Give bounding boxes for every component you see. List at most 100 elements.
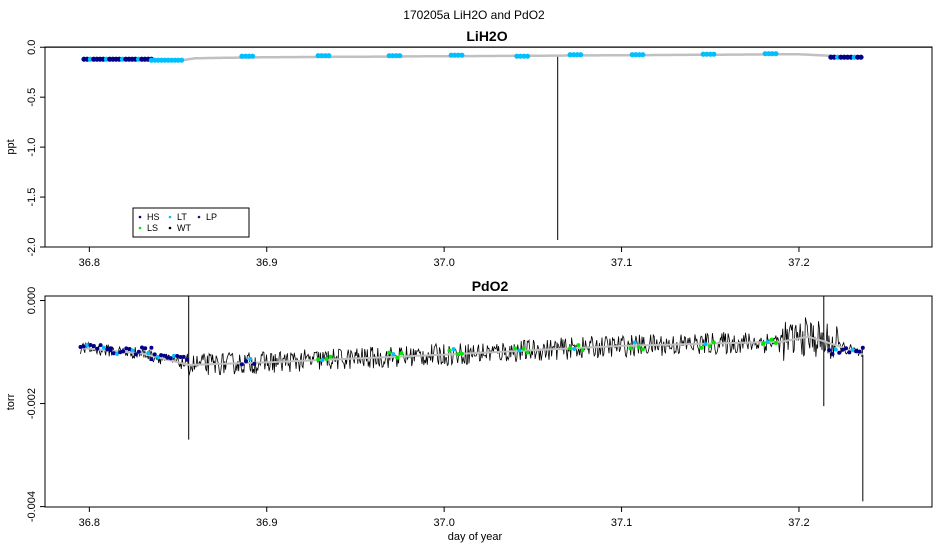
pdo2-x-tick-label-4: 37.2 bbox=[788, 517, 809, 529]
lih2o-calibration-0 bbox=[81, 56, 154, 62]
pdo2-cal-point bbox=[857, 349, 862, 354]
pdo2-x-tick-label-3: 37.1 bbox=[611, 517, 632, 529]
lih2o-ylabel: ppt bbox=[5, 139, 17, 154]
lih2o-cal-point bbox=[250, 53, 256, 59]
pdo2-cal-point bbox=[761, 341, 766, 346]
pdo2-cal-point bbox=[830, 352, 835, 356]
pdo2-calibration-7 bbox=[513, 346, 530, 355]
lih2o-cal-point bbox=[326, 53, 332, 59]
pdo2-cal-point bbox=[572, 347, 577, 351]
pdo2-cal-point bbox=[143, 346, 148, 351]
pdo2-cal-point bbox=[576, 343, 581, 348]
lih2o-cal-point bbox=[773, 51, 779, 57]
pdo2-cal-point bbox=[833, 347, 838, 352]
pdo2-calibration-2 bbox=[149, 352, 189, 362]
lih2o-cal-point bbox=[769, 51, 775, 57]
pdo2-cal-point bbox=[854, 349, 859, 354]
lih2o-calibration-10 bbox=[762, 51, 779, 57]
pdo2-x-tick-label-0: 36.8 bbox=[79, 517, 100, 529]
lih2o-cal-point bbox=[455, 52, 461, 58]
lih2o-calibration-2 bbox=[239, 53, 256, 59]
pdo2-calibration-9 bbox=[628, 340, 645, 352]
lih2o-calibration-4 bbox=[386, 53, 403, 59]
lih2o-cal-point bbox=[390, 53, 396, 59]
pdo2-calibration-11 bbox=[761, 337, 778, 346]
pdo2-cal-point bbox=[399, 351, 404, 356]
pdo2-cal-point bbox=[844, 346, 848, 351]
lih2o-title: LiH2O bbox=[466, 28, 507, 44]
legend-hs-marker bbox=[138, 215, 142, 219]
pdo2-cal-point bbox=[172, 353, 176, 358]
pdo2-cal-point bbox=[850, 347, 855, 352]
lih2o-x-tick-label-4: 37.2 bbox=[788, 257, 809, 269]
legend-lt-label: LT bbox=[177, 212, 187, 222]
pdo2-cal-point bbox=[146, 351, 151, 355]
pdo2-cal-point bbox=[124, 346, 129, 351]
pdo2-cal-point bbox=[133, 352, 138, 357]
pdo2-cal-point bbox=[837, 350, 842, 355]
lih2o-x-tick-label-3: 37.1 bbox=[611, 257, 632, 269]
lih2o-y-tick-label-2: -1.0 bbox=[26, 138, 38, 157]
pdo2-cal-point bbox=[525, 350, 530, 355]
pdo2-cal-point bbox=[636, 345, 641, 350]
lih2o-cal-point bbox=[397, 53, 403, 59]
pdo2-cal-point bbox=[451, 347, 456, 352]
figure-title: 170205a LiH2O and PdO2 bbox=[403, 8, 545, 22]
pdo2-trace-line bbox=[80, 317, 864, 376]
pdo2-y-tick-label-0: 0.000 bbox=[26, 287, 38, 315]
pdo2-smoothed-line bbox=[80, 335, 864, 366]
pdo2-cal-point bbox=[568, 346, 573, 351]
pdo2-title: PdO2 bbox=[472, 278, 509, 294]
pdo2-ylabel: torr bbox=[5, 393, 17, 410]
pdo2-cal-point bbox=[640, 347, 645, 352]
pdo2-cal-point bbox=[765, 340, 770, 345]
pdo2-cal-point bbox=[155, 355, 160, 359]
legend-lp-label: LP bbox=[206, 212, 217, 222]
pdo2-plot-area bbox=[78, 296, 865, 502]
lih2o-smoothed-line bbox=[83, 52, 862, 62]
pdo2-x-axis: 36.8 36.9 37.0 37.1 37.2 bbox=[79, 506, 810, 529]
pdo2-cal-point bbox=[149, 345, 154, 350]
pdo2-cal-point bbox=[320, 358, 325, 363]
pdo2-cal-point bbox=[175, 354, 180, 358]
legend-lp-marker bbox=[197, 215, 201, 219]
lih2o-cal-point bbox=[633, 52, 639, 58]
lih2o-cal-point bbox=[858, 54, 864, 60]
pdo2-cal-point bbox=[769, 337, 774, 342]
pdo2-cal-point bbox=[387, 350, 392, 355]
pdo2-cal-point bbox=[703, 342, 708, 347]
lih2o-cal-point bbox=[762, 51, 768, 57]
pdo2-cal-point bbox=[118, 350, 123, 355]
pdo2-cal-point bbox=[316, 357, 321, 362]
lih2o-cal-point bbox=[711, 51, 717, 57]
lih2o-cal-point bbox=[578, 52, 584, 58]
lih2o-calibration-11 bbox=[828, 54, 864, 60]
pdo2-cal-point bbox=[95, 346, 100, 351]
pdo2-cal-point bbox=[513, 346, 518, 351]
pdo2-cal-point bbox=[517, 348, 522, 353]
lih2o-y-tick-label-4: -2.0 bbox=[26, 238, 38, 257]
pdo2-cal-point bbox=[98, 343, 103, 348]
lih2o-cal-point bbox=[448, 52, 454, 58]
pdo2-cal-point bbox=[707, 344, 712, 349]
pdo2-calibration-1 bbox=[108, 345, 154, 357]
lih2o-legend-box bbox=[132, 207, 250, 238]
pdo2-cal-point bbox=[773, 341, 778, 345]
pdo2-cal-point bbox=[391, 352, 396, 357]
pdo2-y-tick-label-2: -0.004 bbox=[26, 491, 38, 522]
lih2o-x-tick-label-1: 36.9 bbox=[256, 257, 277, 269]
lih2o-y-tick-label-1: -0.5 bbox=[26, 88, 38, 107]
pdo2-cal-point bbox=[328, 354, 333, 359]
legend-lt-marker bbox=[168, 215, 172, 219]
pdo2-cal-point bbox=[88, 343, 93, 347]
pdo2-cal-point bbox=[152, 352, 157, 357]
pdo2-cal-point bbox=[324, 356, 329, 361]
pdo2-panel: PdO2 torr day of year bbox=[5, 278, 933, 543]
lih2o-x-tick-label-0: 36.8 bbox=[79, 257, 100, 269]
pdo2-cal-point bbox=[165, 355, 170, 360]
pdo2-cal-point bbox=[91, 344, 96, 348]
pdo2-calibration-5 bbox=[387, 350, 404, 360]
lih2o-calibration-8 bbox=[629, 52, 646, 58]
